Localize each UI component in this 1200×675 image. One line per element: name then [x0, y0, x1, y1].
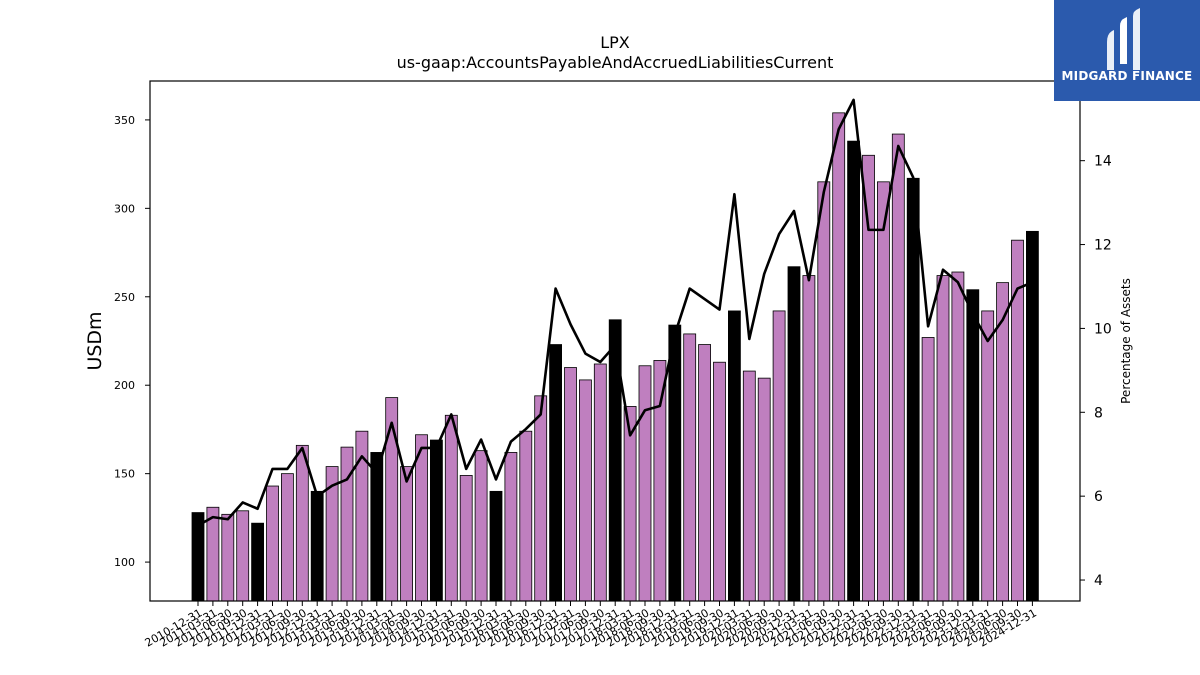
bar: [251, 522, 265, 602]
y2-tick-label: 4: [1094, 573, 1103, 589]
bar: [996, 282, 1009, 602]
bar: [847, 140, 860, 602]
bar: [668, 324, 682, 602]
bar: [206, 506, 220, 602]
logo-mark-icon: [1107, 8, 1140, 70]
bar: [370, 452, 384, 602]
bar: [713, 361, 726, 602]
y-tick-label: 250: [114, 291, 135, 304]
bar: [802, 275, 816, 602]
bar: [1026, 230, 1039, 602]
bar: [951, 271, 965, 602]
y2-tick-label: 14: [1094, 154, 1112, 170]
bar: [385, 397, 399, 602]
y-tick-label: 200: [114, 379, 135, 392]
bar: [966, 289, 980, 602]
y2-tick-label: 12: [1094, 238, 1112, 254]
y2-tick-label: 6: [1094, 489, 1103, 505]
bar: [266, 485, 279, 602]
bar: [921, 337, 935, 602]
bar: [742, 370, 756, 602]
bar: [698, 344, 711, 602]
y-tick-label: 350: [114, 114, 135, 127]
percentage-line: [197, 98, 1033, 527]
bar: [340, 446, 354, 602]
bar: [519, 430, 533, 602]
bar: [579, 379, 592, 602]
bar: [936, 275, 950, 602]
y-tick-label: 300: [114, 202, 135, 215]
bar: [191, 512, 205, 602]
y-axis-label: USDm: [84, 311, 106, 370]
bar: [832, 112, 846, 602]
y-tick-label: 150: [114, 468, 135, 481]
bar: [400, 466, 414, 602]
bar: [787, 266, 801, 602]
bar: [564, 367, 577, 602]
bar: [683, 333, 697, 602]
bar: [310, 490, 324, 602]
bar: [280, 473, 294, 602]
bar: [1011, 239, 1024, 602]
bar: [638, 365, 652, 602]
y2-tick-label: 8: [1094, 405, 1103, 421]
bar: [474, 450, 488, 602]
bar: [504, 452, 518, 602]
bar: [981, 310, 995, 602]
bar: [489, 490, 503, 602]
y2-axis-label: Percentage of Assets: [1119, 278, 1133, 404]
bar: [459, 475, 473, 602]
bar: [221, 513, 235, 602]
y-tick-label: 100: [114, 556, 135, 569]
bar: [906, 177, 920, 602]
y2-tick-label: 10: [1094, 321, 1112, 337]
bar: [772, 310, 786, 602]
bar: [653, 360, 667, 602]
bar: [429, 439, 443, 602]
bar: [593, 363, 607, 602]
bar: [877, 181, 890, 602]
bar: [534, 395, 548, 602]
bar: [728, 310, 741, 602]
bar: [817, 181, 831, 602]
bar: [608, 319, 622, 602]
brand-logo: MIDGARD FINANCE: [1054, 0, 1200, 101]
bar: [236, 510, 250, 602]
bar: [549, 344, 562, 602]
chart-title: LPX: [600, 33, 630, 52]
bar: [444, 414, 458, 602]
logo-text: MIDGARD FINANCE: [1061, 69, 1193, 83]
bar: [295, 444, 309, 602]
bar: [757, 377, 771, 602]
bar: [891, 133, 905, 602]
chart-subtitle: us-gaap:AccountsPayableAndAccruedLiabili…: [396, 53, 834, 72]
